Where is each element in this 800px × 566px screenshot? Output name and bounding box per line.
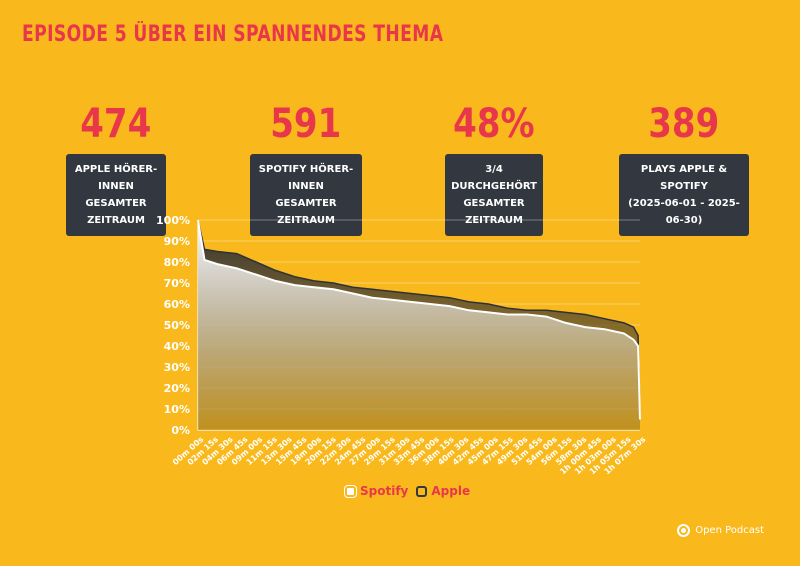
- y-tick-label: 100%: [156, 214, 190, 227]
- legend-spotify: Spotify: [360, 484, 409, 498]
- y-tick-label: 70%: [164, 277, 190, 290]
- y-tick-label: 50%: [164, 319, 190, 332]
- stat-label-line: GESAMTER ZEITRAUM: [275, 198, 337, 226]
- apple-swatch: [416, 485, 428, 497]
- stat-label-line: (2025-06-01 - 2025-06-30): [628, 198, 740, 226]
- stat-completion: 48% 3/4 DURCHGEHÖRT GESAMTER ZEITRAUM: [404, 100, 584, 236]
- chart-legend: Spotify Apple: [345, 484, 470, 498]
- stat-label-line: APPLE HÖRER-INNEN: [74, 164, 158, 192]
- y-axis-ticks: 0% 10% 20% 30% 40% 50% 60% 70% 80% 90% 100%: [156, 214, 190, 437]
- stat-label-line: PLAYS APPLE & SPOTIFY: [640, 164, 728, 192]
- spotify-series-line: [197, 219, 641, 420]
- stat-value: 389: [648, 101, 720, 147]
- brand-footer: Open Podcast: [677, 524, 764, 537]
- legend-apple: Apple: [431, 484, 471, 498]
- y-tick-label: 10%: [164, 403, 190, 416]
- stat-label-line: 3/4 DURCHGEHÖRT: [451, 164, 537, 192]
- y-tick-label: 30%: [164, 361, 190, 374]
- apple-series-line: [197, 219, 641, 418]
- y-tick-label: 60%: [164, 298, 190, 311]
- y-tick-label: 80%: [164, 256, 190, 269]
- y-tick-label: 90%: [164, 235, 190, 248]
- y-tick-label: 20%: [164, 382, 190, 395]
- stat-value: 474: [80, 101, 152, 147]
- stat-label: APPLE HÖRER-INNEN GESAMTER ZEITRAUM: [66, 154, 166, 236]
- stat-value: 48%: [453, 101, 535, 147]
- stat-apple-listeners: 474 APPLE HÖRER-INNEN GESAMTER ZEITRAUM: [26, 100, 206, 236]
- spotify-swatch: [345, 485, 356, 497]
- stat-label-line: GESAMTER ZEITRAUM: [85, 198, 147, 226]
- spotify-series-area: [198, 220, 640, 430]
- stat-value: 591: [270, 101, 342, 147]
- stat-label-line: GESAMTER ZEITRAUM: [463, 198, 525, 226]
- stat-label-line: SPOTIFY HÖRER-INNEN: [258, 164, 354, 192]
- stat-label: SPOTIFY HÖRER-INNEN GESAMTER ZEITRAUM: [250, 154, 362, 236]
- y-tick-label: 40%: [164, 340, 190, 353]
- open-podcast-logo-icon: [677, 524, 691, 537]
- stat-label: 3/4 DURCHGEHÖRT GESAMTER ZEITRAUM: [445, 154, 543, 236]
- stat-plays: 389 PLAYS APPLE & SPOTIFY (2025-06-01 - …: [594, 100, 774, 236]
- stat-spotify-listeners: 591 SPOTIFY HÖRER-INNEN GESAMTER ZEITRAU…: [216, 100, 396, 236]
- brand-name: Open Podcast: [695, 525, 764, 536]
- y-tick-label: 0%: [171, 424, 190, 437]
- page-title: EPISODE 5 ÜBER EIN SPANNENDES THEMA: [22, 22, 444, 47]
- stat-label: PLAYS APPLE & SPOTIFY (2025-06-01 - 2025…: [619, 154, 749, 236]
